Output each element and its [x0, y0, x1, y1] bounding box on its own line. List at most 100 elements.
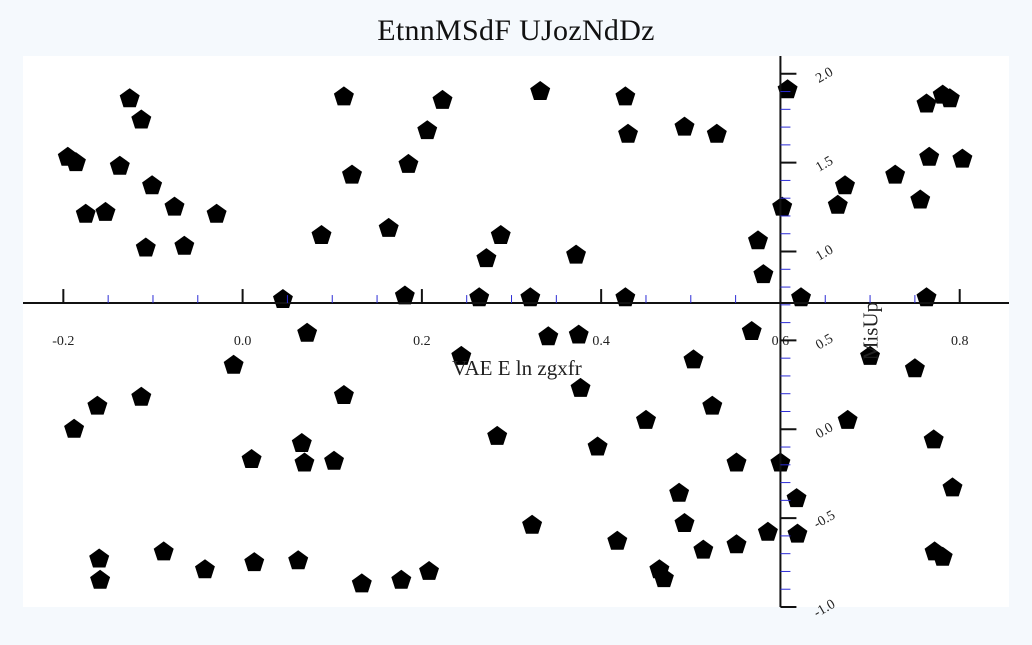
data-point: [910, 189, 931, 209]
data-point: [618, 123, 638, 143]
data-point: [757, 521, 778, 541]
data-point: [636, 409, 656, 429]
data-point: [919, 146, 940, 166]
data-point: [244, 552, 265, 572]
data-point: [674, 116, 695, 136]
data-point: [291, 433, 312, 452]
data-point: [297, 322, 318, 342]
data-point: [288, 550, 309, 570]
x-tick-label: -0.2: [52, 334, 74, 349]
data-point: [607, 530, 628, 550]
data-point: [702, 395, 723, 415]
data-point: [90, 569, 111, 589]
data-point: [89, 548, 110, 568]
data-point: [64, 418, 85, 438]
data-point: [394, 285, 415, 305]
data-point: [75, 203, 96, 223]
chart-title: EtnnMSdF UJozNdDz: [377, 14, 655, 47]
data-point: [241, 449, 262, 468]
data-point: [753, 264, 774, 284]
data-point: [469, 287, 490, 307]
data-point: [791, 287, 811, 307]
plot-area: [23, 56, 1009, 607]
data-point: [153, 541, 174, 561]
data-point: [333, 86, 354, 106]
data-point: [786, 488, 807, 508]
data-point: [342, 164, 362, 184]
data-point: [615, 86, 636, 106]
data-point: [748, 230, 768, 250]
data-point: [674, 513, 695, 532]
x-tick-label: 0.6: [772, 334, 790, 349]
data-point: [522, 514, 543, 534]
data-point: [109, 155, 130, 175]
data-point: [333, 385, 354, 404]
data-point: [324, 450, 344, 470]
data-point: [398, 153, 419, 173]
data-point: [726, 452, 747, 472]
x-axis-label: VAE E ln zgxfr: [452, 356, 582, 380]
data-point: [835, 175, 855, 195]
data-point: [669, 482, 690, 502]
data-point: [787, 523, 808, 543]
y-axis-label: MisUp: [858, 302, 882, 360]
data-point: [294, 452, 315, 472]
data-point: [490, 225, 511, 244]
x-tick-label: 0.0: [234, 334, 252, 349]
data-point: [942, 477, 963, 497]
data-point: [683, 349, 704, 369]
data-point: [164, 196, 185, 216]
data-point: [885, 164, 906, 184]
data-point: [706, 123, 727, 143]
data-point: [570, 377, 591, 397]
data-point: [131, 386, 152, 406]
data-point: [777, 79, 798, 99]
data-point: [135, 237, 156, 257]
data-point: [860, 345, 880, 365]
data-point: [195, 559, 215, 579]
data-point: [131, 109, 152, 129]
data-point: [587, 436, 608, 456]
data-point: [916, 93, 937, 113]
data-point: [923, 429, 944, 449]
data-point: [932, 546, 953, 566]
data-point: [378, 217, 399, 237]
data-point: [837, 409, 858, 429]
data-point: [827, 194, 848, 214]
data-point: [568, 324, 589, 344]
data-point: [726, 534, 747, 554]
data-point: [206, 203, 227, 223]
data-point: [476, 248, 497, 268]
data-point: [487, 425, 508, 445]
data-point: [417, 120, 438, 140]
data-point: [952, 148, 973, 168]
data-point: [174, 235, 195, 255]
data-point: [939, 88, 960, 108]
data-point: [142, 175, 163, 195]
data-point: [351, 573, 372, 593]
x-tick-label: 0.8: [951, 334, 969, 349]
data-point: [223, 354, 244, 374]
data-point: [119, 88, 140, 108]
data-point: [311, 225, 332, 244]
data-point: [87, 395, 108, 415]
data-point: [538, 326, 559, 346]
data-point: [419, 561, 439, 580]
data-point: [615, 287, 636, 307]
data-point: [432, 89, 453, 109]
data-point: [693, 539, 714, 559]
data-point: [904, 358, 925, 378]
data-point: [566, 244, 586, 264]
data-point: [653, 568, 674, 588]
data-point: [451, 345, 472, 365]
data-point: [916, 287, 937, 307]
data-point: [391, 569, 412, 589]
data-point: [530, 81, 551, 100]
x-tick-label: 0.2: [413, 334, 431, 349]
data-point: [520, 287, 541, 307]
data-point: [95, 201, 116, 221]
data-point: [741, 321, 762, 340]
x-tick-label: 0.4: [592, 334, 610, 349]
data-point: [65, 152, 86, 172]
